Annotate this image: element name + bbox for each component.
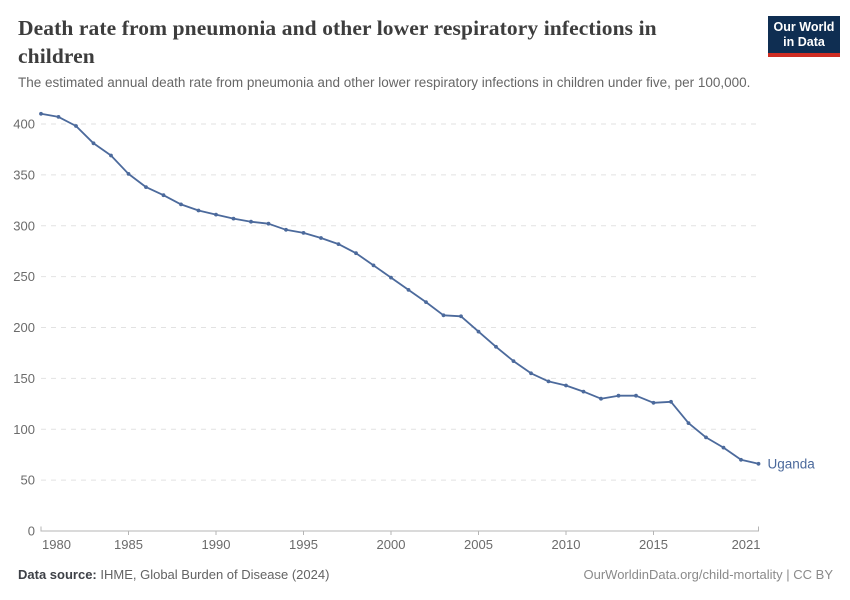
x-tick-label: 1985 <box>114 537 143 552</box>
chart-header: Death rate from pneumonia and other lowe… <box>18 14 840 90</box>
entity-label[interactable]: Uganda <box>768 456 816 471</box>
owid-logo[interactable]: Our World in Data <box>768 16 840 57</box>
data-point[interactable] <box>179 202 183 207</box>
x-tick-label: 2005 <box>464 537 493 552</box>
data-point[interactable] <box>161 193 166 198</box>
x-tick-label: 2015 <box>639 537 668 552</box>
chart-footer: Data source: IHME, Global Burden of Dise… <box>18 567 833 582</box>
data-point[interactable] <box>529 371 533 376</box>
data-point[interactable] <box>284 227 288 232</box>
data-point[interactable] <box>354 251 358 256</box>
data-point[interactable] <box>196 208 201 213</box>
owid-logo-line1: Our World <box>773 20 835 34</box>
data-point[interactable] <box>616 393 621 398</box>
data-point[interactable] <box>424 300 428 304</box>
owid-logo-line2: in Data <box>783 35 825 49</box>
data-point[interactable] <box>319 236 323 240</box>
data-point[interactable] <box>144 185 148 190</box>
data-point[interactable] <box>389 275 393 280</box>
data-source: Data source: IHME, Global Burden of Dise… <box>18 567 329 582</box>
y-tick-label: 100 <box>13 422 35 437</box>
data-point[interactable] <box>756 461 761 466</box>
series-line[interactable] <box>40 112 760 465</box>
data-source-label: Data source: <box>18 567 97 582</box>
page-title-line1: Death rate from pneumonia and other lowe… <box>18 16 657 40</box>
x-tick-label: 2010 <box>552 537 581 552</box>
y-tick-label: 400 <box>13 117 35 132</box>
data-point[interactable] <box>721 445 726 450</box>
data-point[interactable] <box>581 389 586 394</box>
data-point[interactable] <box>686 421 691 425</box>
data-point[interactable] <box>406 288 411 292</box>
data-point[interactable] <box>39 111 43 116</box>
data-point[interactable] <box>56 115 61 119</box>
data-source-text: IHME, Global Burden of Disease (2024) <box>96 567 330 582</box>
page-title-line2: children <box>18 44 95 68</box>
data-point[interactable] <box>74 124 78 128</box>
data-point[interactable] <box>634 393 638 398</box>
data-point[interactable] <box>669 399 673 404</box>
data-point[interactable] <box>109 153 113 158</box>
data-point[interactable] <box>476 329 481 334</box>
data-point[interactable] <box>126 172 131 176</box>
x-tick-label: 1980 <box>42 537 71 552</box>
data-point[interactable] <box>459 314 463 319</box>
data-point[interactable] <box>511 359 516 363</box>
data-point[interactable] <box>266 221 271 226</box>
data-point[interactable] <box>336 242 341 247</box>
data-point[interactable] <box>494 344 498 349</box>
data-point[interactable] <box>214 212 218 217</box>
data-point[interactable] <box>249 219 253 224</box>
y-tick-label: 300 <box>13 218 35 233</box>
data-point[interactable] <box>546 379 551 384</box>
data-point[interactable] <box>301 231 306 235</box>
x-tick-label: 2000 <box>377 537 406 552</box>
page-title: Death rate from pneumonia and other lowe… <box>18 14 763 70</box>
data-point[interactable] <box>739 457 743 462</box>
y-tick-label: 350 <box>13 167 35 182</box>
x-tick-label: 1990 <box>202 537 231 552</box>
line-chart[interactable]: 0 50 100 150 200 250 300 350 400 1980 1985 1990 1995… <box>0 0 850 560</box>
data-point[interactable] <box>441 313 446 318</box>
x-axis-line <box>40 526 759 532</box>
data-point[interactable] <box>599 396 603 401</box>
y-tick-label: 150 <box>13 371 35 386</box>
x-tick-label: 1995 <box>289 537 318 552</box>
data-point[interactable] <box>704 435 708 440</box>
footer-citation-link[interactable]: OurWorldinData.org/child-mortality | CC … <box>583 567 834 582</box>
data-point[interactable] <box>651 400 656 405</box>
y-tick-label: 0 <box>28 524 35 539</box>
y-tick-label: 200 <box>13 320 35 335</box>
x-tick-label: 2021 <box>732 537 761 552</box>
data-point[interactable] <box>564 383 568 388</box>
chart-subtitle: The estimated annual death rate from pne… <box>18 75 751 90</box>
y-tick-label: 250 <box>13 269 35 284</box>
y-tick-label: 50 <box>21 473 35 488</box>
data-point[interactable] <box>91 141 96 146</box>
data-point[interactable] <box>231 216 236 221</box>
data-point[interactable] <box>371 263 376 268</box>
